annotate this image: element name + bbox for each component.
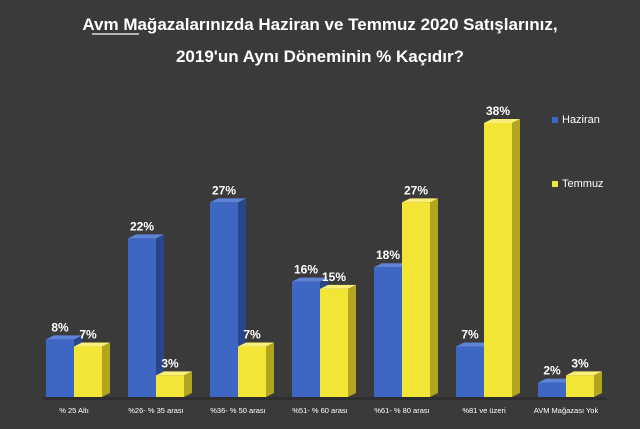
- bar-temmuz-2: [238, 346, 266, 397]
- bar-haziran-5: [456, 346, 484, 397]
- data-label-haziran-0: 8%: [51, 320, 69, 334]
- bar-haziran-4: [374, 267, 402, 397]
- data-label-haziran-5: 7%: [461, 328, 479, 342]
- x-tick-label-0: % 25 Altı: [59, 406, 89, 415]
- x-tick-label-4: %61- % 80 arası: [374, 406, 429, 415]
- legend-swatch-haziran: [552, 117, 558, 123]
- data-label-haziran-4: 18%: [376, 248, 400, 262]
- x-tick-label-2: %36- % 50 arası: [210, 406, 265, 415]
- bar-top-temmuz-6: [566, 371, 602, 376]
- bar-top-haziran-1: [128, 234, 164, 239]
- bar-haziran-2: [210, 202, 238, 397]
- bar-haziran-0: [46, 339, 74, 397]
- data-label-temmuz-4: 27%: [404, 183, 428, 197]
- bar-top-temmuz-2: [238, 342, 274, 347]
- bar-side-temmuz-5: [512, 119, 520, 397]
- legend-label-haziran: Haziran: [562, 114, 600, 126]
- chart-title-line2: 2019'un Aynı Döneminin % Kaçıdır?: [176, 47, 464, 66]
- x-tick-label-5: %81 ve üzeri: [462, 406, 506, 415]
- bar-top-temmuz-4: [402, 198, 438, 203]
- bar-haziran-1: [128, 238, 156, 397]
- bar-top-haziran-0: [46, 335, 82, 340]
- data-label-temmuz-0: 7%: [79, 328, 97, 342]
- bar-side-haziran-1: [156, 234, 164, 397]
- data-label-temmuz-3: 15%: [322, 270, 346, 284]
- data-label-haziran-6: 2%: [543, 364, 561, 378]
- bar-temmuz-5: [484, 123, 512, 397]
- bar-temmuz-6: [566, 375, 594, 397]
- x-labels-group: % 25 Altı %26- % 35 arası %36- % 50 arası%…: [59, 406, 598, 415]
- legend-swatch-temmuz: [552, 181, 558, 187]
- data-label-temmuz-6: 3%: [571, 356, 589, 370]
- data-label-haziran-1: 22%: [130, 219, 154, 233]
- data-label-temmuz-2: 7%: [243, 328, 261, 342]
- bar-top-temmuz-3: [320, 284, 356, 289]
- chart-floor: [40, 397, 608, 400]
- bar-side-temmuz-1: [184, 371, 192, 397]
- data-label-temmuz-5: 38%: [486, 104, 510, 118]
- bar-temmuz-1: [156, 375, 184, 397]
- bar-haziran-3: [292, 281, 320, 397]
- legend-label-temmuz: Temmuz: [562, 178, 604, 190]
- bar-top-haziran-5: [456, 342, 492, 347]
- bar-side-temmuz-0: [102, 342, 110, 397]
- chart-title-line1: Avm Mağazalarınızda Haziran ve Temmuz 20…: [82, 15, 557, 34]
- bar-side-temmuz-4: [430, 198, 438, 397]
- data-label-haziran-3: 16%: [294, 263, 318, 277]
- data-label-haziran-2: 27%: [212, 183, 236, 197]
- bar-top-haziran-2: [210, 198, 246, 203]
- bar-haziran-6: [538, 382, 566, 397]
- bar-temmuz-0: [74, 346, 102, 397]
- bar-temmuz-3: [320, 288, 348, 397]
- legend: Haziran Temmuz: [552, 114, 604, 190]
- bar-top-haziran-4: [374, 263, 410, 268]
- x-tick-label-6: AVM Mağazası Yok: [534, 406, 599, 415]
- bar-side-temmuz-6: [594, 371, 602, 397]
- bar-side-temmuz-3: [348, 284, 356, 397]
- bar-top-haziran-6: [538, 378, 574, 383]
- data-labels-group: 8% 7% 22% 3% 27% 7% 16% 15% 18% 27% 7% 38% 2% 3%: [51, 104, 589, 378]
- bar-top-temmuz-1: [156, 371, 192, 376]
- bars-group: [40, 119, 608, 400]
- bar-top-temmuz-0: [74, 342, 110, 347]
- bar-temmuz-4: [402, 202, 430, 397]
- bar-side-temmuz-2: [266, 342, 274, 397]
- bar-top-haziran-3: [292, 277, 328, 282]
- data-label-temmuz-1: 3%: [161, 356, 179, 370]
- x-tick-label-3: %51- % 60 arası: [292, 406, 347, 415]
- x-tick-label-1: %26- % 35 arası: [128, 406, 183, 415]
- bar-top-temmuz-5: [484, 119, 520, 123]
